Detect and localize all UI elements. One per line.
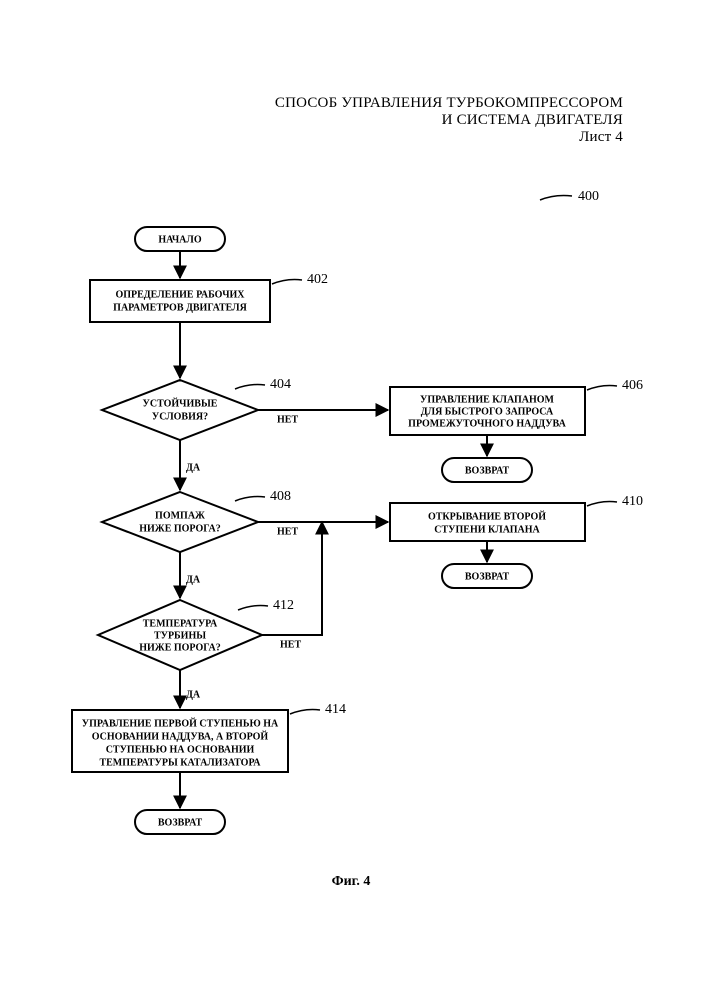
flowchart-svg: 400 НАЧАЛО ОПРЕДЕЛЕНИЕ РАБОЧИХ ПАРАМЕТРО… [0, 0, 703, 999]
node-402-l1: ОПРЕДЕЛЕНИЕ РАБОЧИХ [115, 289, 245, 300]
node-406-l3: ПРОМЕЖУТОЧНОГО НАДДУВА [408, 418, 566, 429]
ref-410-leader [587, 502, 617, 507]
edge-404-no-label: НЕТ [277, 414, 298, 425]
node-414-l1: УПРАВЛЕНИЕ ПЕРВОЙ СТУПЕНЬЮ НА [82, 717, 279, 729]
node-402 [90, 280, 270, 322]
ref-400-leader [540, 196, 572, 201]
node-404 [102, 380, 258, 440]
node-406-l2: ДЛЯ БЫСТРОГО ЗАПРОСА [421, 406, 554, 417]
node-return-410-label: ВОЗВРАТ [465, 571, 510, 582]
node-408-l1: ПОМПАЖ [155, 510, 205, 521]
node-410-l1: ОТКРЫВАНИЕ ВТОРОЙ [428, 510, 546, 522]
node-412-l1: ТЕМПЕРАТУРА [143, 618, 218, 629]
ref-408-leader [235, 497, 265, 502]
node-402-l2: ПАРАМЕТРОВ ДВИГАТЕЛЯ [113, 302, 247, 313]
ref-402: 402 [307, 272, 328, 287]
node-412-l3: НИЖЕ ПОРОГА? [139, 642, 221, 653]
node-start-label: НАЧАЛО [158, 234, 201, 245]
node-404-l2: УСЛОВИЯ? [152, 411, 208, 422]
edge-408-no-label: НЕТ [277, 526, 298, 537]
node-408 [102, 492, 258, 552]
node-return-406-label: ВОЗВРАТ [465, 465, 510, 476]
ref-408: 408 [270, 489, 291, 504]
node-412-l2: ТУРБИНЫ [154, 630, 206, 641]
node-414-l3: СТУПЕНЬЮ НА ОСНОВАНИИ [106, 744, 255, 755]
edge-408-yes-label: ДА [186, 574, 201, 585]
ref-404-leader [235, 385, 265, 390]
ref-414: 414 [325, 702, 346, 717]
node-408-l2: НИЖЕ ПОРОГА? [139, 523, 221, 534]
node-414-l2: ОСНОВАНИИ НАДДУВА, А ВТОРОЙ [92, 730, 269, 742]
node-414-l4: ТЕМПЕРАТУРЫ КАТАЛИЗАТОРА [99, 757, 261, 768]
ref-414-leader [290, 710, 320, 715]
ref-402-leader [272, 280, 302, 285]
ref-400: 400 [578, 189, 599, 204]
ref-412-leader [238, 606, 268, 611]
edge-412-no-label: НЕТ [280, 639, 301, 650]
ref-404: 404 [270, 377, 291, 392]
edge-412-yes-label: ДА [186, 689, 201, 700]
node-404-l1: УСТОЙЧИВЫЕ [143, 397, 218, 409]
edge-412-no [262, 522, 322, 635]
edge-404-yes-label: ДА [186, 462, 201, 473]
node-406-l1: УПРАВЛЕНИЕ КЛАПАНОМ [420, 394, 555, 405]
figure-label: Фиг. 4 [332, 874, 371, 889]
ref-410: 410 [622, 494, 643, 509]
node-return-414-label: ВОЗВРАТ [158, 817, 203, 828]
ref-406: 406 [622, 378, 643, 393]
ref-406-leader [587, 386, 617, 391]
node-410-l2: СТУПЕНИ КЛАПАНА [434, 524, 540, 535]
ref-412: 412 [273, 598, 294, 613]
